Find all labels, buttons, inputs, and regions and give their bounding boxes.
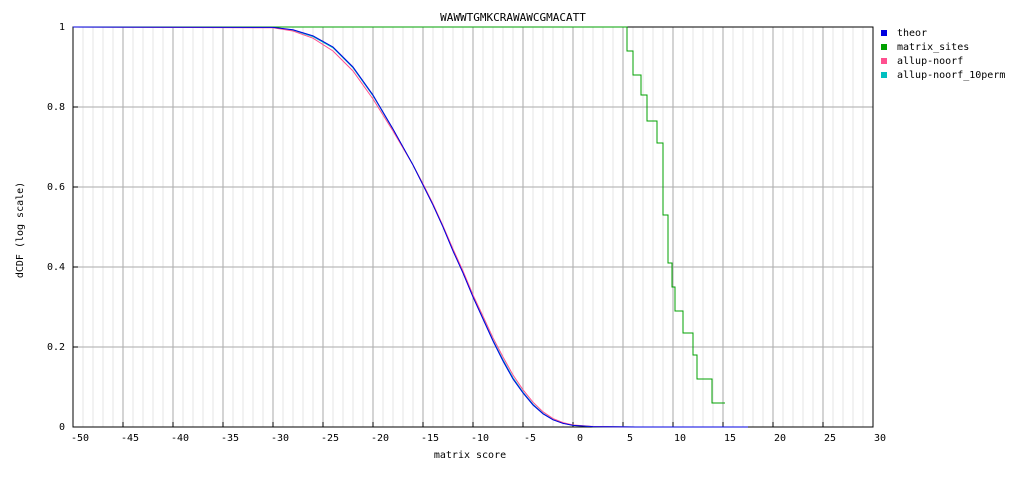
y-tick-label: 0.6 — [47, 182, 65, 193]
y-tick-label: 0.8 — [47, 102, 65, 113]
x-tick-label: -5 — [524, 433, 536, 444]
legend-marker — [881, 72, 887, 78]
legend-marker — [881, 44, 887, 50]
x-tick-label: 10 — [674, 433, 686, 444]
series-line — [73, 26, 725, 404]
chart-title: WAWWTGMKCRAWAWCGMACATT — [440, 11, 586, 24]
x-tick-label: 5 — [627, 433, 633, 444]
x-tick-label: -40 — [171, 433, 189, 444]
x-tick-label: -45 — [121, 433, 139, 444]
y-tick-label: 0 — [59, 422, 65, 433]
x-tick-label: -35 — [221, 433, 239, 444]
x-tick-label: -15 — [421, 433, 439, 444]
legend-label: allup-noorf — [897, 56, 963, 67]
x-tick-label: -25 — [321, 433, 339, 444]
y-axis-label: dCDF (log scale) — [15, 182, 26, 278]
y-tick-label: 1 — [59, 22, 65, 33]
x-tick-label: 15 — [724, 433, 736, 444]
series-line — [72, 26, 748, 428]
legend-label: theor — [897, 28, 927, 39]
legend-label: allup-noorf_10perm — [897, 70, 1005, 81]
legend-marker — [881, 30, 887, 36]
legend-marker — [881, 58, 887, 64]
series-line — [72, 26, 713, 428]
y-tick-label: 0.4 — [47, 262, 65, 273]
x-tick-label: -30 — [271, 433, 289, 444]
legend-label: matrix_sites — [897, 42, 969, 53]
x-tick-label: 25 — [824, 433, 836, 444]
x-axis-label: matrix score — [434, 450, 506, 461]
x-tick-label: 0 — [577, 433, 583, 444]
y-tick-label: 0.2 — [47, 342, 65, 353]
x-tick-label: -10 — [471, 433, 489, 444]
x-tick-label: -20 — [371, 433, 389, 444]
series-line — [72, 26, 723, 428]
x-tick-label: -50 — [71, 433, 89, 444]
x-tick-label: 30 — [874, 433, 886, 444]
x-tick-label: 20 — [774, 433, 786, 444]
